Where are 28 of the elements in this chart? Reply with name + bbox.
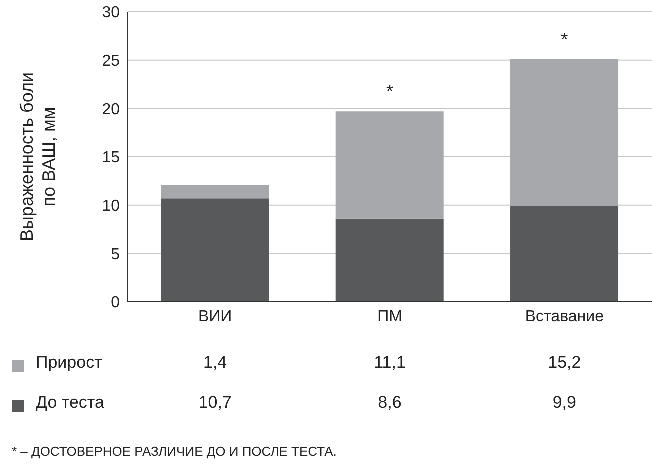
bar	[510, 206, 619, 302]
bar	[161, 185, 270, 199]
data-label: 9,9	[552, 393, 578, 413]
y-tick-label: 10	[102, 198, 120, 216]
annotation: *	[561, 29, 568, 50]
bar	[336, 218, 444, 302]
legend-label: Прирост	[36, 353, 102, 373]
x-tick-label: Вставание	[525, 308, 604, 326]
data-label: 11,1	[373, 353, 407, 373]
bar	[336, 112, 444, 219]
y-tick-label: 0	[111, 294, 120, 312]
bar	[161, 198, 270, 302]
data-label: 10,7	[198, 393, 233, 413]
data-label: 8,6	[377, 393, 403, 413]
x-tick-label: ПМ	[378, 308, 402, 326]
y-tick-label: 30	[102, 4, 120, 22]
y-tick-label: 15	[102, 150, 120, 167]
annotation: *	[386, 82, 394, 102]
x-tick-label: ВИИ	[198, 308, 232, 326]
y-tick-label: 5	[111, 246, 120, 264]
data-label: 1,4	[202, 353, 228, 373]
data-label: 15,2	[547, 353, 582, 373]
legend-label: До теста	[36, 393, 104, 413]
y-axis-title: Выраженность боли по ВАШ, мм	[16, 72, 60, 244]
text: * – ДОСТОВЕРНОЕ РАЗЛИЧИЕ ДО И ПОСЛЕ ТЕСТА.	[12, 444, 337, 459]
bar	[510, 59, 619, 206]
y-tick-label: 20	[102, 101, 120, 118]
y-tick-label: 25	[102, 53, 120, 70]
